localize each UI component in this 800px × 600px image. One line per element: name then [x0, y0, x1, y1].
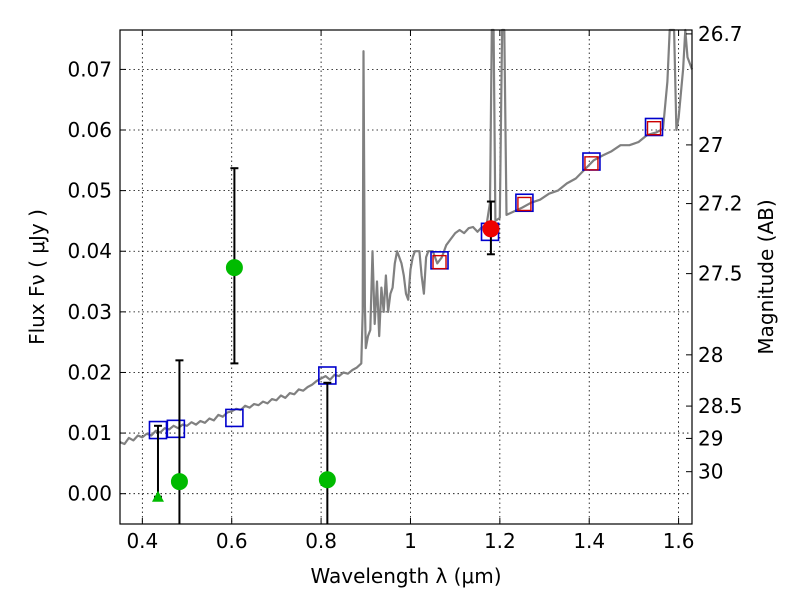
x-axis-label: Wavelength λ (μm) [310, 564, 501, 588]
y-tick-label: 0.07 [67, 57, 112, 81]
axis-ticks: 0.4 0.6 0.8 1 1.2 1.4 1.6 0.00 0.01 0.02 0.03 0.04 0… [67, 22, 742, 553]
y-tick-label: 0.03 [67, 300, 112, 324]
upper-limit-triangle [151, 490, 164, 502]
data-series [119, 28, 694, 524]
x-tick-label: 1.4 [573, 529, 605, 553]
y2-tick-label: 27 [698, 133, 723, 157]
y-tick-label: 0.00 [67, 482, 112, 506]
x-tick-label: 1.6 [663, 529, 695, 553]
y2-tick-label: 28.5 [698, 394, 743, 418]
y-tick-label: 0.01 [67, 421, 112, 445]
model-photometry-square [166, 419, 186, 439]
y2-axis-label: Magnitude (AB) [754, 199, 778, 354]
x-tick-label: 0.8 [305, 529, 337, 553]
y2-tick-label: 30 [698, 460, 723, 484]
y-tick-label: 0.05 [67, 179, 112, 203]
x-tick-label: 1 [404, 529, 417, 553]
observed-square [584, 156, 599, 171]
model-photometry-square [644, 117, 664, 137]
data-point [482, 220, 500, 238]
plot-frame [119, 29, 693, 525]
y2-tick-label: 29 [698, 426, 723, 450]
model-sed-line [119, 28, 694, 446]
y-tick-label: 0.06 [67, 118, 112, 142]
model-photometry-square [515, 193, 534, 213]
y-axis-label: Flux Fν ( μJy ) [25, 209, 49, 345]
grid-lines [120, 30, 692, 524]
x-tick-label: 1.2 [484, 529, 516, 553]
x-tick-label: 0.4 [126, 529, 158, 553]
y-tick-label: 0.04 [67, 239, 112, 263]
y-tick-label: 0.02 [67, 360, 112, 384]
y2-tick-label: 26.7 [698, 22, 743, 46]
observed-square [517, 196, 532, 212]
data-point [170, 473, 188, 491]
data-point [318, 471, 336, 489]
model-photometry-square [225, 408, 244, 428]
observed-square [432, 254, 447, 270]
y2-tick-label: 27.2 [698, 192, 743, 216]
y2-tick-label: 27.5 [698, 262, 743, 286]
observed-square [646, 120, 662, 136]
data-point [225, 259, 243, 277]
y2-tick-label: 28 [698, 343, 723, 367]
x-tick-label: 0.6 [216, 529, 248, 553]
